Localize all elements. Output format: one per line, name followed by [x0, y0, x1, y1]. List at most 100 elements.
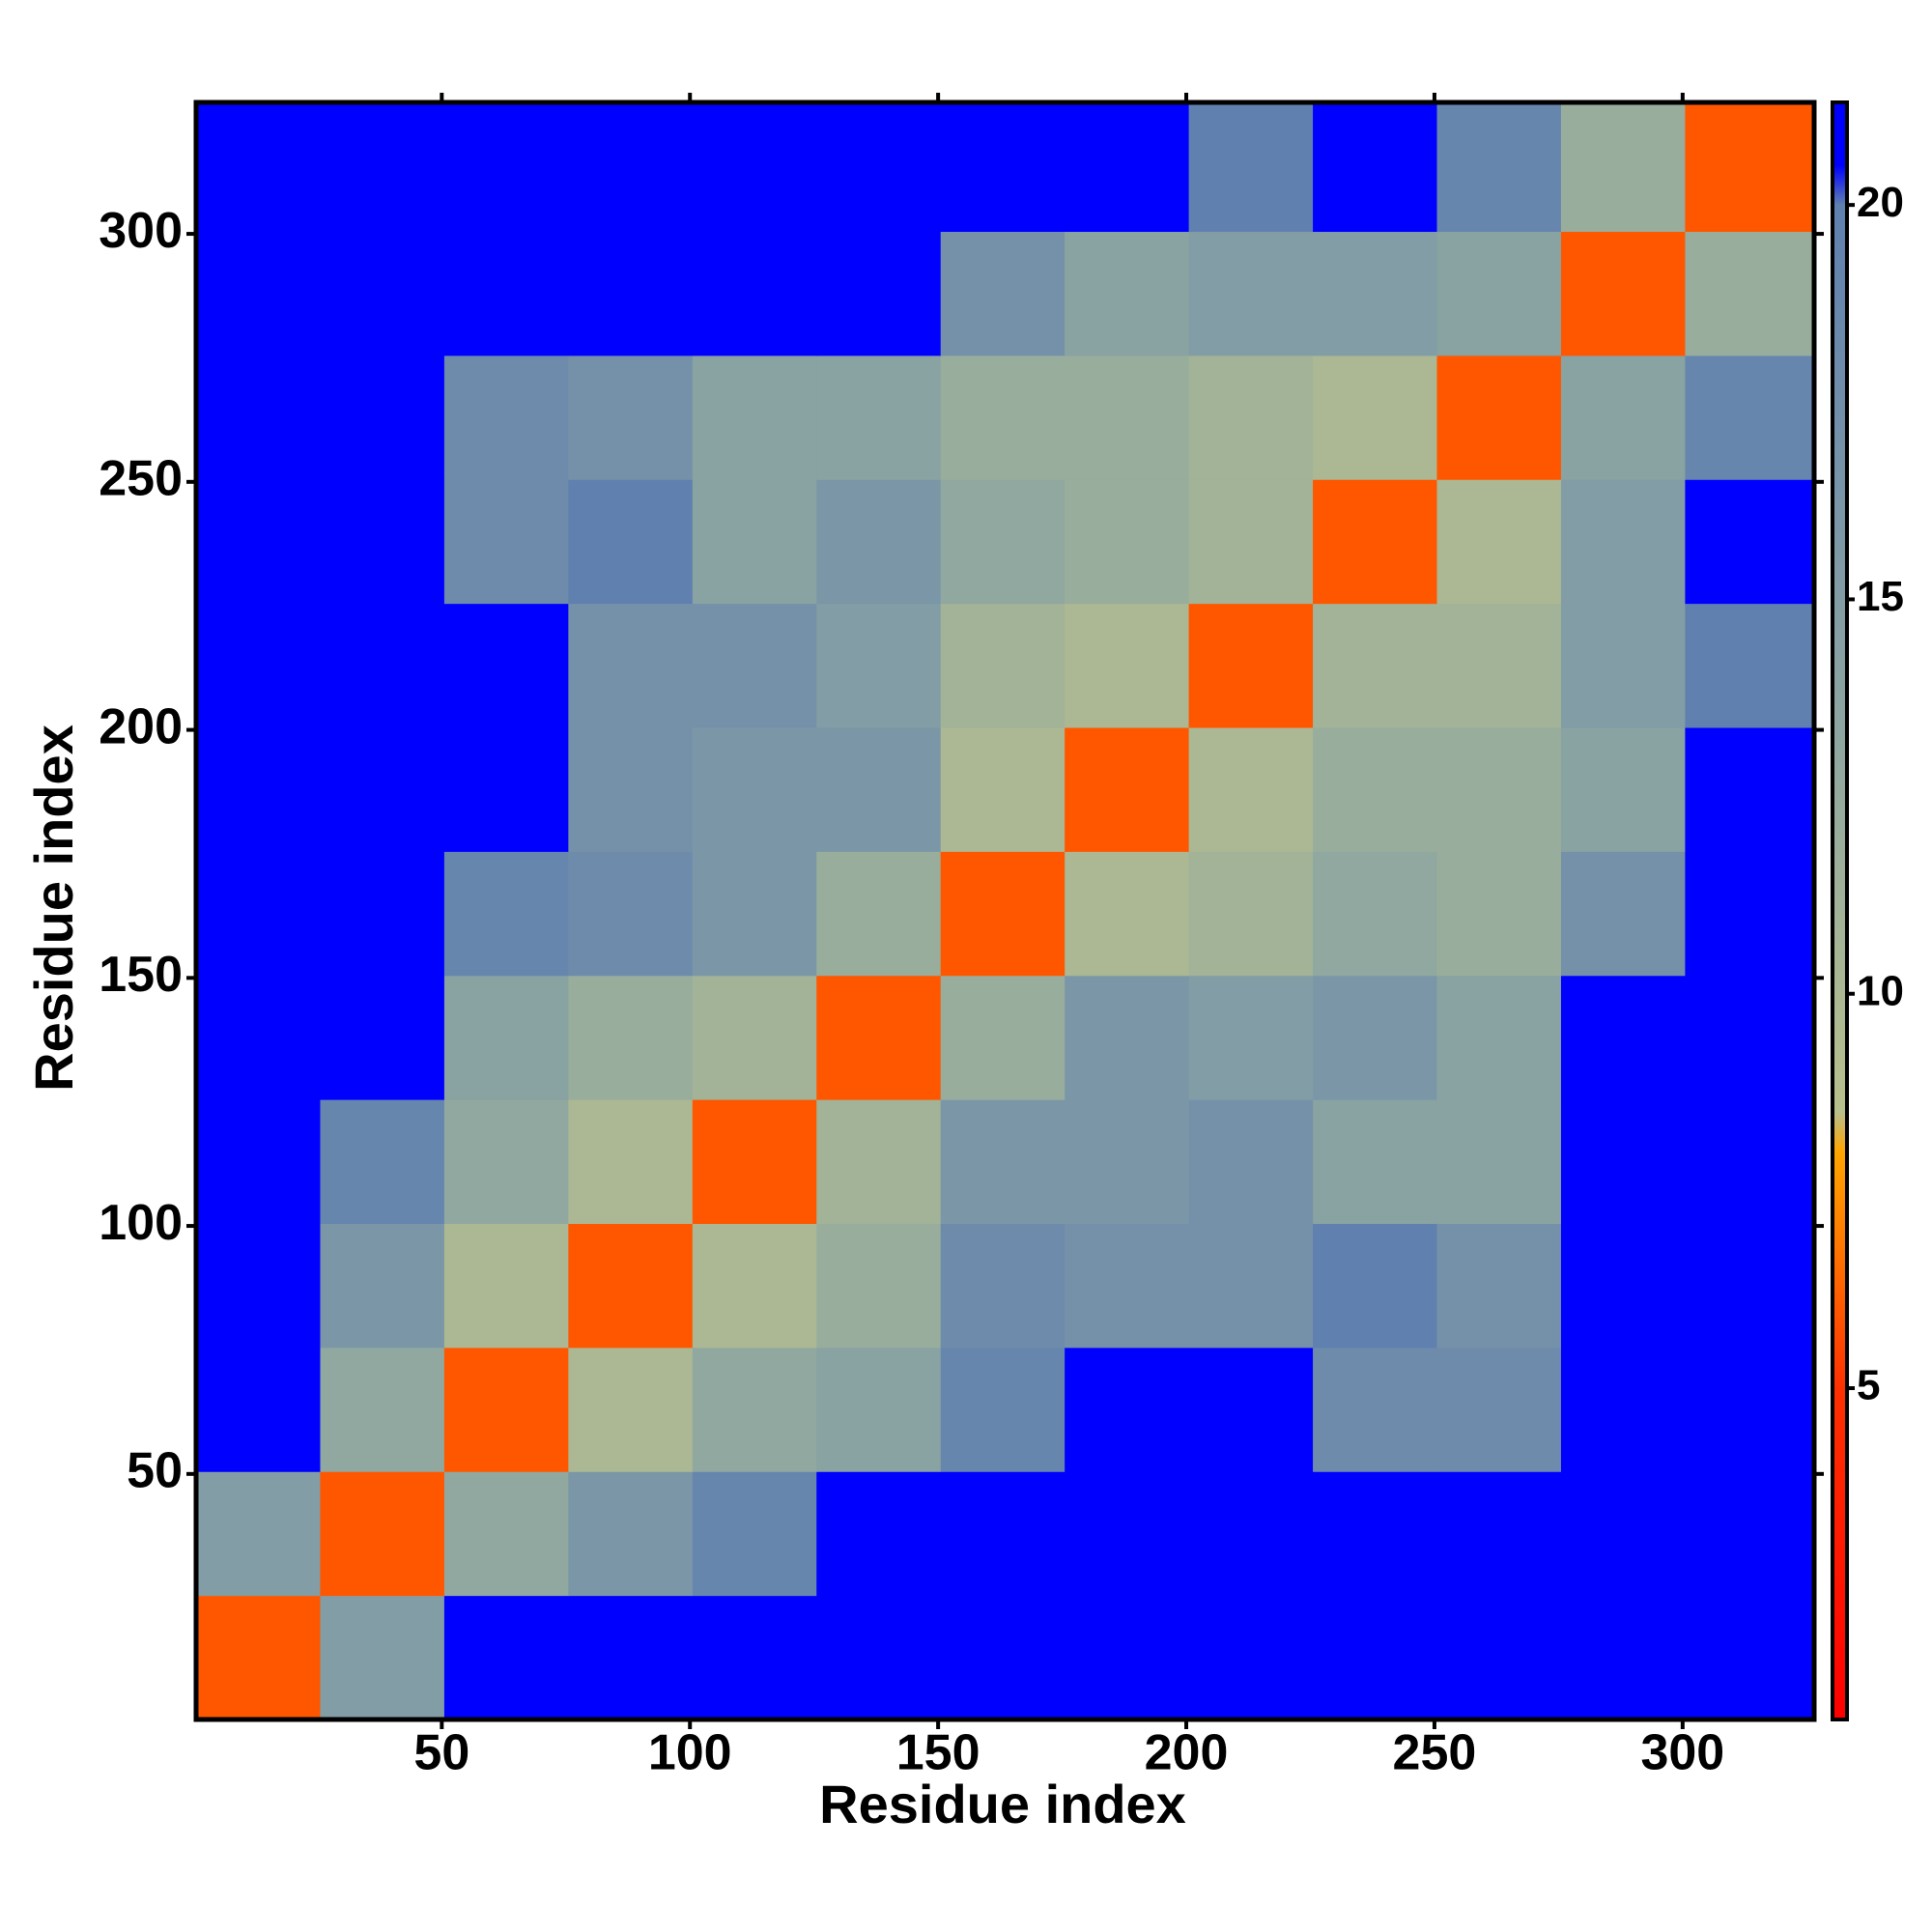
heatmap-cell: [1188, 355, 1314, 480]
y-tick-label: 50: [127, 1443, 183, 1499]
heatmap-cell: [443, 1595, 569, 1720]
plot-frame: [193, 99, 1817, 1722]
heatmap-cell: [1065, 1347, 1190, 1472]
heatmap-cell: [443, 727, 569, 852]
colorbar-tick-label: 15: [1857, 573, 1904, 620]
x-tick-label: 250: [1393, 1725, 1477, 1781]
heatmap-cell: [1313, 975, 1438, 1100]
heatmap-cell: [1436, 975, 1562, 1100]
heatmap-cell: [816, 975, 942, 1100]
heatmap-cell: [568, 102, 694, 233]
heatmap-cell: [692, 975, 817, 1100]
heatmap-cell: [692, 851, 817, 977]
heatmap-cell: [320, 355, 445, 480]
heatmap-cell: [1685, 355, 1815, 480]
heatmap-cell: [816, 1471, 942, 1597]
y-tick-label: 100: [99, 1195, 183, 1251]
heatmap-cell: [196, 1223, 321, 1349]
heatmap-cell: [940, 1347, 1065, 1472]
heatmap-cell: [816, 1595, 942, 1720]
heatmap-cell: [320, 1471, 445, 1597]
heatmap-cell: [816, 1099, 942, 1225]
heatmap-cell: [1436, 1347, 1562, 1472]
heatmap-cell: [443, 975, 569, 1100]
heatmap-cell: [1685, 1223, 1815, 1349]
heatmap-cell: [692, 1223, 817, 1349]
heatmap-cell: [1313, 1471, 1438, 1597]
heatmap-cell: [568, 1099, 694, 1225]
x-tick-label: 100: [648, 1725, 732, 1781]
heatmap-cell: [196, 231, 321, 356]
heatmap-cell: [1560, 603, 1686, 728]
heatmap-cell: [443, 102, 569, 233]
heatmap-cell: [196, 479, 321, 605]
heatmap-cell: [1685, 1595, 1815, 1720]
heatmap-cell: [443, 231, 569, 356]
heatmap-cell: [196, 851, 321, 977]
heatmap-cell: [1188, 727, 1314, 852]
heatmap-cell: [1188, 603, 1314, 728]
heatmap-cell: [320, 975, 445, 1100]
heatmap-cell: [1188, 851, 1314, 977]
heatmap-cell: [692, 355, 817, 480]
heatmap-cell: [568, 975, 694, 1100]
heatmap-cell: [1436, 1099, 1562, 1225]
heatmap-cell: [1188, 1595, 1314, 1720]
heatmap-cell: [320, 1595, 445, 1720]
heatmap-cell: [1436, 603, 1562, 728]
heatmap-cell: [320, 1099, 445, 1225]
heatmap-cell: [940, 975, 1065, 1100]
heatmap-cell: [1560, 479, 1686, 605]
x-axis-label: Residue index: [819, 1774, 1186, 1834]
heatmap-cell: [443, 1099, 569, 1225]
heatmap-cell: [320, 479, 445, 605]
heatmap-cell: [1313, 1347, 1438, 1472]
heatmap-cell: [1065, 231, 1190, 356]
heatmap-cell: [196, 355, 321, 480]
heatmap-cell: [196, 975, 321, 1100]
x-tick-label: 50: [413, 1725, 469, 1781]
colorbar-tick-label: 20: [1857, 179, 1904, 226]
heatmap-cell: [443, 1471, 569, 1597]
heatmap-cell: [816, 231, 942, 356]
heatmap-cell: [1685, 603, 1815, 728]
heatmap-cell: [1560, 231, 1686, 356]
heatmap-cell: [1436, 231, 1562, 356]
heatmap-cell: [1560, 1595, 1686, 1720]
heatmap-cell: [1436, 727, 1562, 852]
heatmap-cell: [1685, 479, 1815, 605]
y-tick-label: 200: [99, 698, 183, 754]
heatmap-cell: [1065, 727, 1190, 852]
heatmap-cell: [568, 1595, 694, 1720]
heatmap-cell: [1188, 231, 1314, 356]
heatmap-cell: [1065, 1595, 1190, 1720]
colorbar-tick-label: 10: [1857, 967, 1904, 1014]
heatmap-cell: [568, 727, 694, 852]
heatmap-cell: [1685, 102, 1815, 233]
heatmap-cell: [1065, 975, 1190, 1100]
heatmap-cell: [692, 1099, 817, 1225]
heatmap-cell: [320, 1347, 445, 1472]
heatmap-cell: [940, 102, 1065, 233]
heatmap-cell: [443, 1347, 569, 1472]
heatmap-cell: [1560, 1223, 1686, 1349]
heatmap-cell: [816, 1223, 942, 1349]
heatmap-cell: [196, 1347, 321, 1472]
heatmap-cell: [816, 479, 942, 605]
heatmap-cell: [196, 1595, 321, 1720]
heatmap-cell: [1313, 1223, 1438, 1349]
heatmap-cell: [692, 1471, 817, 1597]
colorbar: [1831, 100, 1849, 1721]
heatmap-cell: [568, 1347, 694, 1472]
heatmap-cell: [1065, 479, 1190, 605]
heatmap-cell: [443, 851, 569, 977]
heatmap-cell: [568, 1471, 694, 1597]
heatmap-cell: [568, 851, 694, 977]
heatmap-cell: [940, 355, 1065, 480]
heatmap-cell: [940, 1595, 1065, 1720]
heatmap-cell: [1065, 1099, 1190, 1225]
heatmap-cell: [196, 102, 321, 233]
heatmap-cell: [1313, 231, 1438, 356]
heatmap-cell: [1188, 1099, 1314, 1225]
